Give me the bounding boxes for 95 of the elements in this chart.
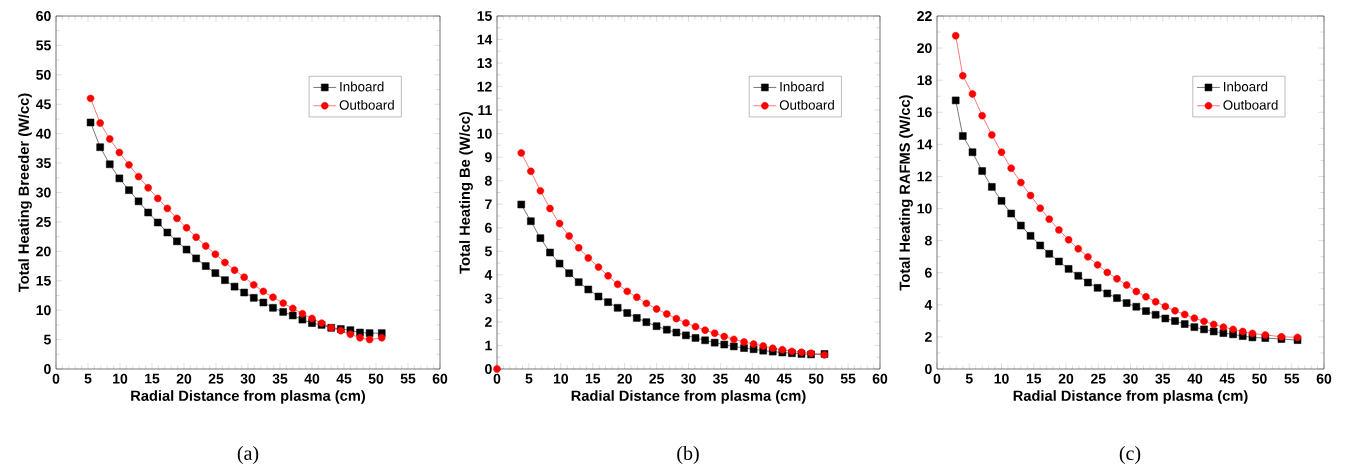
x-tick-label: 45	[1219, 373, 1235, 384]
y-tick-label: 4	[924, 300, 933, 310]
legend-label: Outboard	[779, 99, 834, 110]
x-tick-label: 45	[776, 373, 792, 384]
x-tick-label: 10	[553, 373, 569, 384]
x-tick-label: 30	[1123, 373, 1138, 384]
x-tick-label: 5	[965, 373, 973, 384]
y-tick-label: 10	[477, 128, 492, 139]
x-tick-label: 0	[493, 373, 501, 384]
x-tick-label: 25	[208, 373, 224, 384]
y-tick-label: 12	[477, 81, 492, 92]
y-tick-label: 16	[917, 107, 932, 118]
y-tick-label: 20	[36, 246, 51, 257]
x-tick-label: 40	[304, 373, 320, 384]
x-tick-label: 50	[368, 373, 384, 384]
y-tick-label: 35	[36, 158, 51, 169]
y-tick-label: 20	[917, 43, 932, 54]
x-tick-label: 35	[712, 373, 728, 384]
x-tick-label: 30	[240, 373, 256, 384]
x-tick-label: 5	[525, 373, 533, 384]
y-tick-label: 0	[485, 364, 492, 374]
x-tick-label: 10	[113, 373, 128, 384]
y-tick-label: 5	[484, 246, 492, 257]
legend-label: Inboard	[340, 81, 384, 92]
text: (a)	[237, 445, 259, 465]
y-tick-label: 50	[36, 69, 51, 80]
x-tick-label: 50	[808, 373, 824, 384]
x-tick-label: 10	[994, 373, 1009, 384]
y-tick-label: 14	[917, 139, 933, 150]
text: (b)	[677, 445, 699, 465]
x-tick-label: 60	[872, 373, 888, 384]
y-tick-label: 18	[917, 75, 932, 86]
y-tick-label: 30	[36, 187, 51, 198]
x-tick-label: 30	[681, 373, 696, 384]
y-tick-label: 11	[478, 105, 492, 115]
y-tick-label: 5	[43, 334, 51, 345]
y-tick-label: 14	[477, 34, 493, 45]
x-tick-label: 55	[840, 373, 856, 384]
y-axis-title: Total Heating RAFMS (W/cc)	[899, 95, 913, 291]
y-tick-label: 0	[44, 364, 51, 374]
y-axis-title: Total Heating Be (W/cc)	[459, 111, 473, 274]
x-tick-label: 45	[336, 373, 352, 384]
y-tick-label: 15	[477, 11, 492, 21]
x-tick-label: 40	[1187, 373, 1203, 384]
x-tick-label: 35	[272, 373, 288, 384]
text: (c)	[1119, 445, 1141, 465]
y-tick-label: 1	[485, 340, 492, 351]
y-tick-label: 22	[917, 11, 932, 21]
x-tick-label: 25	[1090, 373, 1106, 384]
x-tick-label: 5	[84, 373, 92, 384]
y-tick-label: 4	[484, 270, 493, 280]
x-tick-label: 20	[617, 373, 632, 384]
y-tick-label: 45	[35, 99, 51, 110]
y-tick-label: 8	[484, 175, 492, 186]
x-tick-label: 15	[1026, 373, 1042, 384]
x-tick-label: 0	[933, 373, 941, 384]
x-tick-label: 60	[432, 373, 448, 384]
x-tick-label: 0	[52, 373, 60, 384]
y-tick-label: 25	[36, 216, 51, 227]
y-tick-label: 15	[36, 275, 51, 286]
x-tick-label: 55	[400, 373, 416, 384]
x-tick-label: 25	[649, 373, 664, 384]
x-tick-label: 20	[1058, 373, 1074, 384]
y-tick-label: 10	[36, 305, 51, 316]
x-axis-title: Radial Distance from plasma (cm)	[571, 390, 806, 404]
y-tick-label: 10	[917, 203, 932, 214]
y-tick-label: 6	[485, 222, 492, 233]
x-tick-label: 50	[1252, 373, 1267, 384]
legend-label: Inboard	[780, 81, 824, 92]
x-tick-label: 15	[145, 373, 160, 384]
y-tick-label: 6	[925, 267, 932, 278]
x-axis-title: Radial Distance from plasma (cm)	[1013, 390, 1248, 404]
x-tick-label: 15	[585, 373, 601, 384]
y-tick-label: 9	[484, 152, 492, 163]
x-tick-label: 60	[1316, 373, 1332, 384]
y-tick-label: 2	[924, 332, 932, 342]
y-tick-label: 0	[925, 364, 932, 374]
y-tick-label: 13	[477, 58, 492, 69]
legend-label: Outboard	[339, 99, 394, 110]
x-tick-label: 40	[744, 373, 760, 384]
y-tick-label: 55	[36, 40, 51, 51]
y-tick-label: 40	[35, 128, 51, 139]
y-tick-label: 2	[484, 317, 492, 327]
y-axis-title: Total Heating Breeder (W/cc)	[18, 93, 32, 293]
x-tick-label: 35	[1155, 373, 1171, 384]
legend-label: Outboard	[1223, 99, 1278, 110]
legend-label: Inboard	[1224, 81, 1268, 92]
x-tick-label: 20	[176, 373, 192, 384]
y-tick-label: 3	[484, 293, 492, 304]
y-tick-label: 60	[36, 11, 51, 21]
y-tick-label: 7	[485, 199, 492, 210]
x-axis-title: Radial Distance from plasma (cm)	[131, 390, 366, 404]
x-tick-label: 55	[1284, 373, 1300, 384]
y-tick-label: 12	[917, 171, 932, 182]
y-tick-label: 8	[924, 235, 932, 246]
